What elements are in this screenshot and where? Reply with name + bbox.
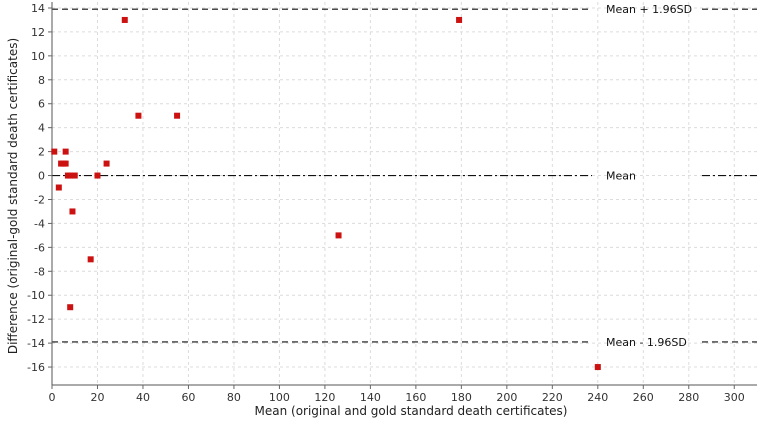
x-tick-label: 160	[405, 391, 426, 404]
data-point	[103, 160, 110, 167]
data-point	[87, 256, 94, 263]
x-tick-label: 140	[360, 391, 381, 404]
data-point	[62, 148, 69, 155]
y-axis-title: Difference (original-gold standard death…	[6, 38, 20, 354]
x-tick-label: 100	[269, 391, 290, 404]
x-axis-title: Mean (original and gold standard death c…	[255, 404, 568, 418]
reference-label-mean-1-96sd: Mean - 1.96SD	[606, 336, 687, 349]
y-tick-label: -10	[27, 289, 45, 302]
y-tick-label: 4	[38, 122, 45, 135]
data-point	[69, 208, 76, 215]
x-tick-label: 180	[451, 391, 472, 404]
y-tick-label: 6	[38, 98, 45, 111]
x-tick-label: 0	[49, 391, 56, 404]
x-tick-label: 20	[90, 391, 104, 404]
axes	[51, 2, 757, 386]
y-tick-label: -8	[34, 265, 45, 278]
data-point	[67, 304, 74, 311]
data-point	[335, 232, 342, 239]
y-tick-label: 0	[38, 170, 45, 183]
y-tick-label: 2	[38, 146, 45, 159]
x-tick-label: 80	[227, 391, 241, 404]
x-tick-label: 280	[678, 391, 699, 404]
y-tick-label: -16	[27, 361, 45, 374]
data-point	[594, 364, 601, 371]
data-point	[71, 172, 78, 179]
data-point	[456, 16, 463, 23]
x-tick-label: 300	[724, 391, 745, 404]
x-tick-label: 240	[587, 391, 608, 404]
data-point	[121, 16, 128, 23]
y-tick-label: -4	[34, 217, 45, 230]
data-point	[174, 112, 181, 119]
x-tick-label: 120	[314, 391, 335, 404]
y-tick-label: -2	[34, 193, 45, 206]
x-tick-label: 60	[181, 391, 195, 404]
x-tick-label: 200	[496, 391, 517, 404]
data-point	[135, 112, 142, 119]
data-point	[51, 148, 58, 155]
data-points	[51, 16, 601, 371]
grid	[52, 2, 757, 385]
reference-label-mean-1-96sd: Mean + 1.96SD	[606, 3, 692, 16]
y-tick-label: -12	[27, 313, 45, 326]
y-tick-label: 8	[38, 74, 45, 87]
data-point	[62, 160, 69, 167]
x-tick-label: 40	[136, 391, 150, 404]
y-axis-ticks: -16 -14 -12 -10 -8 -6 -4 -2 0 2 4 6 8 10 12 14	[27, 2, 52, 374]
reference-lines: Mean + 1.96SD Mean Mean - 1.96SD	[52, 3, 757, 349]
data-point	[55, 184, 62, 191]
y-tick-label: -14	[27, 337, 45, 350]
y-tick-label: -6	[34, 241, 45, 254]
y-tick-label: 14	[31, 2, 45, 15]
x-axis-ticks: 0 20 40 60 80 100 120 140 160 180 200 220 240 260 280 3…	[49, 385, 745, 404]
x-tick-label: 220	[542, 391, 563, 404]
data-point	[67, 172, 74, 179]
y-tick-label: 12	[31, 26, 45, 39]
x-tick-label: 260	[633, 391, 654, 404]
reference-label-mean: Mean	[606, 170, 636, 183]
y-tick-label: 10	[31, 50, 45, 63]
data-point	[94, 172, 101, 179]
